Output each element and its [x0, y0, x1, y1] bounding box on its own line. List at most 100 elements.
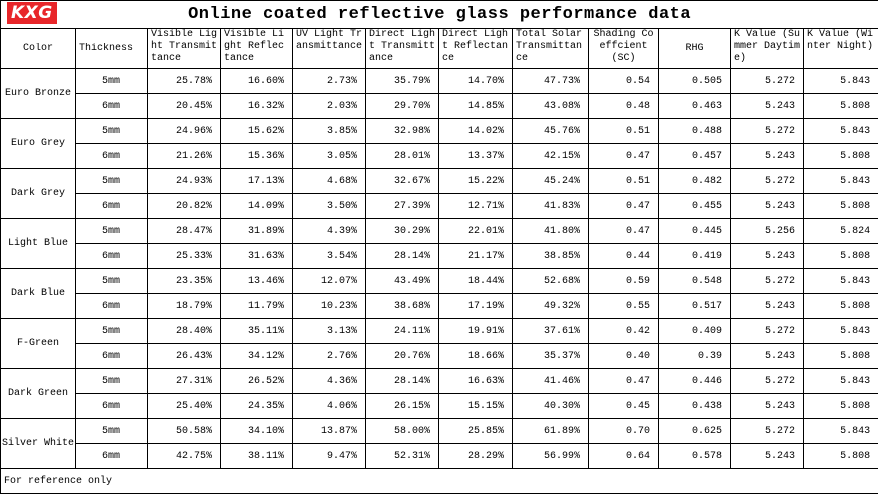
- cell-value: 5.272: [730, 118, 804, 144]
- cell-value: 5.843: [802, 168, 878, 194]
- cell-value: 0.42: [588, 318, 659, 344]
- data-row: 6mm 42.75% 38.11% 9.47% 52.31% 28.29% 56.99% 0.…: [1, 443, 878, 469]
- cell-value: 5.843: [802, 268, 878, 294]
- cell-value: 5.272: [730, 368, 804, 394]
- cell-value: 0.59: [588, 268, 659, 294]
- cell-value: 28.29%: [438, 443, 513, 469]
- column-header: K Value (Winter Night): [802, 28, 878, 69]
- column-header: UV Light Transmittance: [292, 28, 366, 69]
- column-header-text: Shading Coeffcient (SC): [593, 29, 654, 65]
- data-row: 6mm 20.45% 16.32% 2.03% 29.70% 14.85% 43.08% 0.…: [1, 93, 878, 119]
- cell-value: 0.47: [588, 368, 659, 394]
- cell-value: 32.67%: [365, 168, 439, 194]
- data-row: 6mm 25.40% 24.35% 4.06% 26.15% 15.15% 40.30% 0.…: [1, 393, 878, 419]
- color-name: Light Blue: [0, 218, 76, 269]
- column-header: Color: [0, 28, 76, 69]
- cell-value: 41.83%: [512, 193, 589, 219]
- cell-value: 14.02%: [438, 118, 513, 144]
- cell-value: 3.85%: [292, 118, 366, 144]
- cell-value: 5.243: [730, 293, 804, 319]
- cell-value: 24.96%: [147, 118, 221, 144]
- cell-value: 5.843: [802, 68, 878, 94]
- cell-value: 41.46%: [512, 368, 589, 394]
- data-row: Dark Green 5mm 27.31% 26.52% 4.36% 28.14% 16.6…: [0, 368, 878, 419]
- cell-value: 0.438: [658, 393, 731, 419]
- cell-value: 21.26%: [147, 143, 221, 169]
- column-header-text: Visible Light Reflectance: [224, 29, 285, 65]
- cell-value: 0.488: [658, 118, 731, 144]
- color-name: Silver White: [0, 418, 76, 469]
- thickness: 5mm: [75, 318, 148, 344]
- cell-value: 41.80%: [512, 218, 589, 244]
- title: Online coated reflective glass performan…: [188, 5, 692, 24]
- column-header-text: Visible Light Transmittance: [151, 29, 217, 65]
- cell-value: 13.37%: [438, 143, 513, 169]
- cell-value: 5.243: [730, 443, 804, 469]
- cell-value: 0.45: [588, 393, 659, 419]
- cell-value: 23.35%: [147, 268, 221, 294]
- cell-value: 5.243: [730, 393, 804, 419]
- cell-value: 40.30%: [512, 393, 589, 419]
- cell-value: 0.55: [588, 293, 659, 319]
- cell-value: 15.62%: [220, 118, 293, 144]
- thickness: 5mm: [75, 368, 148, 394]
- thickness: 6mm: [75, 293, 148, 319]
- cell-value: 0.446: [658, 368, 731, 394]
- cell-value: 4.39%: [292, 218, 366, 244]
- thickness: 5mm: [75, 218, 148, 244]
- column-header: K Value (Summer Daytime): [730, 28, 804, 69]
- cell-value: 18.66%: [438, 343, 513, 369]
- cell-value: 50.58%: [147, 418, 221, 444]
- cell-value: 4.06%: [292, 393, 366, 419]
- column-header: Visible Light Transmittance: [147, 28, 221, 69]
- column-header-text: K Value (Winter Night): [807, 29, 874, 53]
- cell-value: 43.08%: [512, 93, 589, 119]
- column-header: RHG: [658, 28, 731, 69]
- cell-value: 16.60%: [220, 68, 293, 94]
- cell-value: 10.23%: [292, 293, 366, 319]
- cell-value: 0.51: [588, 118, 659, 144]
- column-header: Total Solar Transmittance: [512, 28, 589, 69]
- data-row: 6mm 26.43% 34.12% 2.76% 20.76% 18.66% 35.37% 0.…: [1, 343, 878, 369]
- data-row: 6mm 20.82% 14.09% 3.50% 27.39% 12.71% 41.83% 0.…: [1, 193, 878, 219]
- data-row: Light Blue 5mm 28.47% 31.89% 4.39% 30.29% 22.0…: [0, 218, 878, 269]
- cell-value: 5.808: [802, 93, 878, 119]
- color-name: F-Green: [0, 318, 76, 369]
- cell-value: 13.46%: [220, 268, 293, 294]
- cell-value: 35.11%: [220, 318, 293, 344]
- cell-value: 5.272: [730, 268, 804, 294]
- cell-value: 0.47: [588, 218, 659, 244]
- cell-value: 13.87%: [292, 418, 366, 444]
- cell-value: 16.63%: [438, 368, 513, 394]
- cell-value: 0.409: [658, 318, 731, 344]
- cell-value: 37.61%: [512, 318, 589, 344]
- cell-value: 11.79%: [220, 293, 293, 319]
- data-row: 6mm 21.26% 15.36% 3.05% 28.01% 13.37% 42.15% 0.…: [1, 143, 878, 169]
- cell-value: 0.457: [658, 143, 731, 169]
- cell-value: 5.243: [730, 343, 804, 369]
- cell-value: 38.68%: [365, 293, 439, 319]
- cell-value: 29.70%: [365, 93, 439, 119]
- cell-value: 61.89%: [512, 418, 589, 444]
- cell-value: 26.43%: [147, 343, 221, 369]
- cell-value: 28.14%: [365, 368, 439, 394]
- color-name: Euro Bronze: [0, 68, 76, 119]
- cell-value: 0.47: [588, 193, 659, 219]
- cell-value: 17.13%: [220, 168, 293, 194]
- cell-value: 2.73%: [292, 68, 366, 94]
- cell-value: 0.39: [658, 343, 731, 369]
- cell-value: 0.40: [588, 343, 659, 369]
- cell-value: 17.19%: [438, 293, 513, 319]
- cell-value: 38.11%: [220, 443, 293, 469]
- cell-value: 5.243: [730, 193, 804, 219]
- cell-value: 5.243: [730, 143, 804, 169]
- cell-value: 20.76%: [365, 343, 439, 369]
- cell-value: 21.17%: [438, 243, 513, 269]
- thickness: 6mm: [75, 243, 148, 269]
- cell-value: 49.32%: [512, 293, 589, 319]
- cell-value: 38.85%: [512, 243, 589, 269]
- cell-value: 0.505: [658, 68, 731, 94]
- data-row: F-Green 5mm 28.40% 35.11% 3.13% 24.11% 19.91% 3…: [0, 318, 878, 369]
